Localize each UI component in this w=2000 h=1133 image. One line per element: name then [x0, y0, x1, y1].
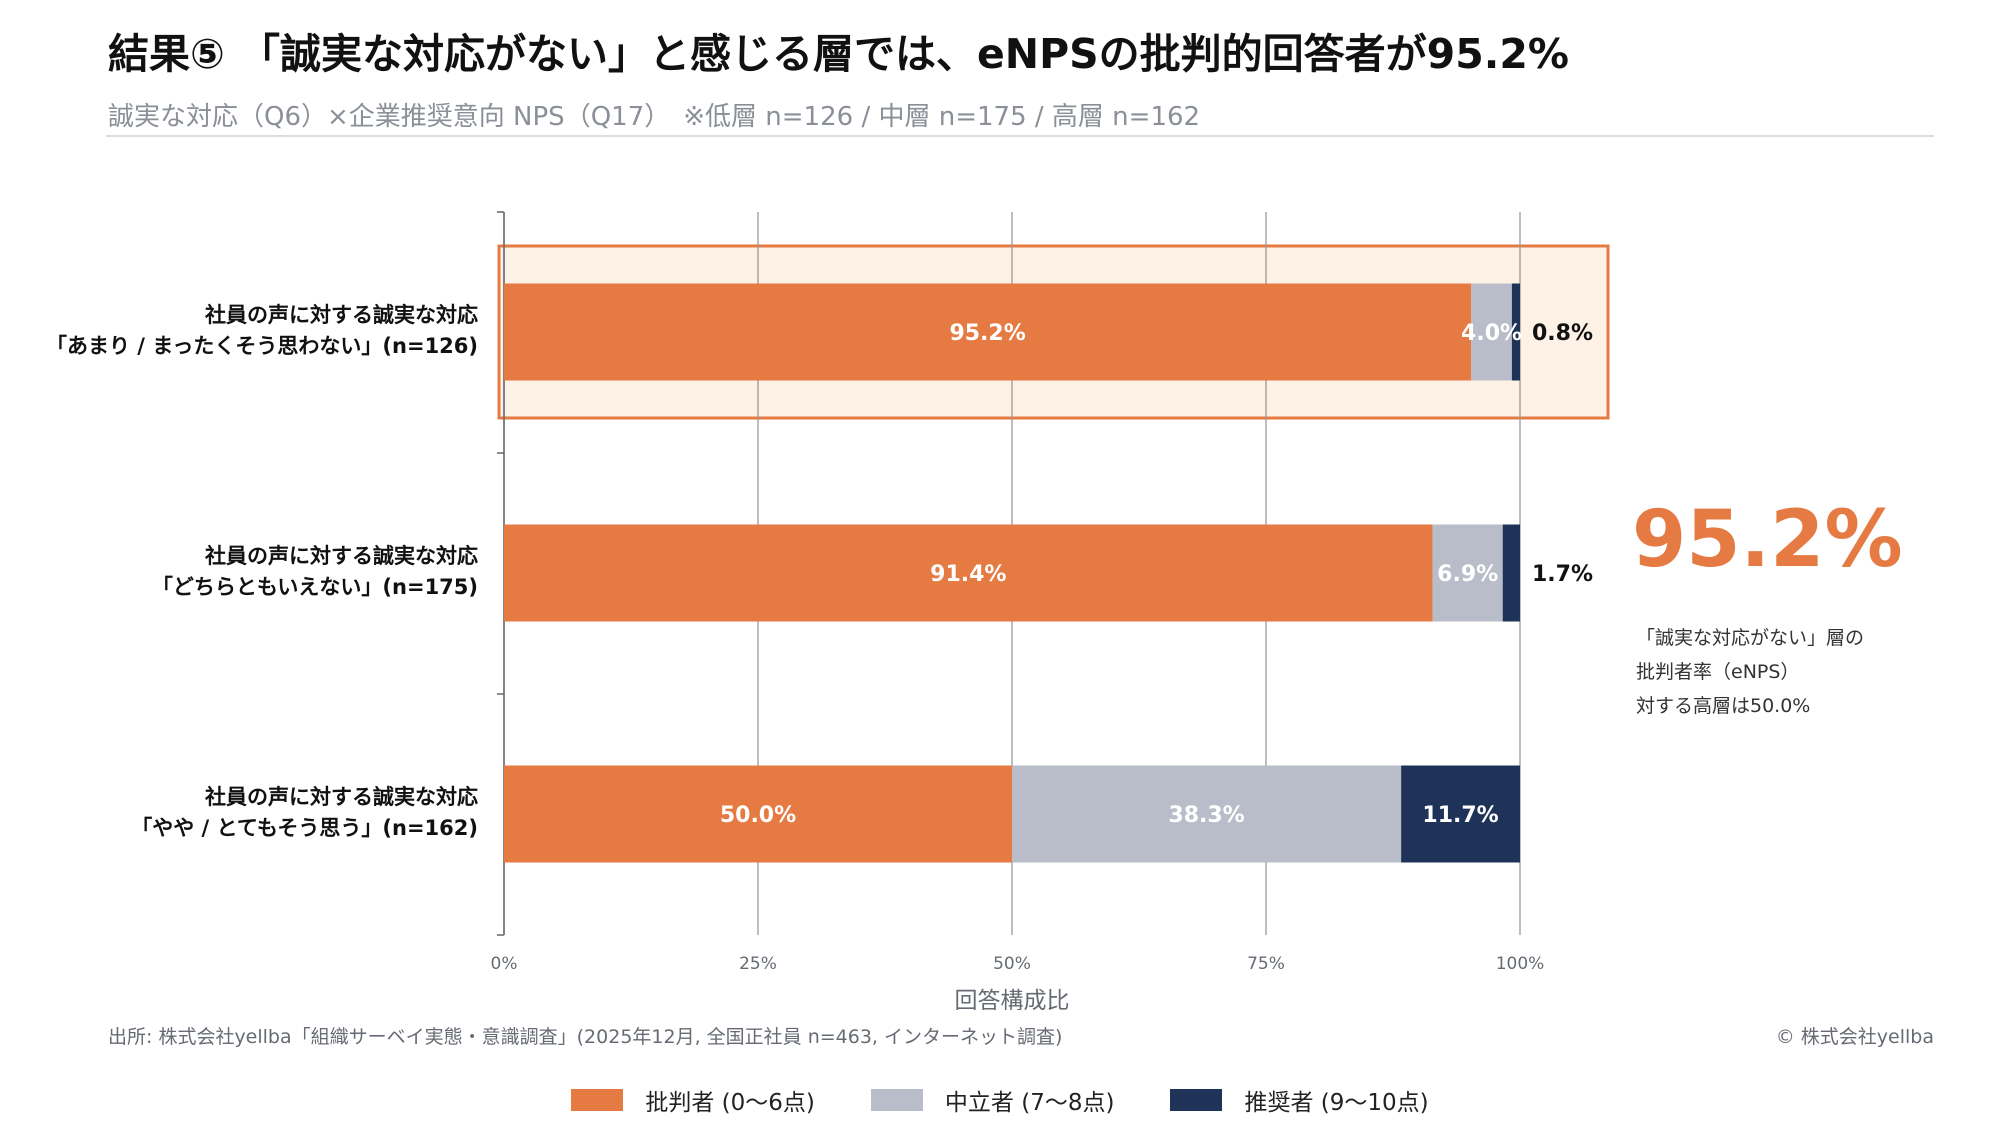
bar-segment-row2-s0: [504, 765, 1012, 863]
x-tick-label-50: 50%: [993, 954, 1031, 974]
callout-value: 95.2%: [1632, 495, 1903, 585]
data-label-row2-s0: 50.0%: [720, 803, 796, 828]
x-tick-label-25: 25%: [739, 954, 777, 974]
legend-label-neutral: 中立者 (7〜8点): [944, 1090, 1115, 1116]
category-label-1-line-1: 「どちらともいえない」(n=175): [152, 575, 478, 599]
legend-label-promoter: 推奨者 (9〜10点): [1244, 1090, 1429, 1116]
bar-segment-row1-s2: [1502, 524, 1520, 622]
callout-line-2: 批判者率（eNPS）: [1636, 661, 1800, 683]
data-label-row2-s2: 11.7%: [1422, 803, 1498, 828]
x-axis-title: 回答構成比: [955, 988, 1070, 1010]
category-label-0-line-1: 「あまり / まったくそう思わない」(n=126): [46, 334, 478, 358]
legend-item-critic: 批判者 (0〜6点): [571, 1083, 815, 1117]
x-tick-label-100: 100%: [1496, 954, 1545, 974]
legend-swatch-neutral: [870, 1089, 923, 1111]
title-divider: [106, 135, 1934, 137]
category-label-2-line-0: 社員の声に対する誠実な対応: [204, 785, 478, 809]
bar-segment-row2-s2: [1401, 765, 1520, 863]
data-label-row1-s0: 91.4%: [930, 562, 1006, 587]
bar-segment-row0-s1: [1471, 283, 1512, 381]
legend-swatch-promoter: [1170, 1089, 1223, 1111]
x-tick-label-0: 0%: [491, 954, 518, 974]
copyright-note: © 株式会社yellba: [1775, 1026, 1934, 1048]
callout-line-1: 「誠実な対応がない」層の: [1636, 627, 1865, 649]
category-label-2-line-1: 「やや / とてもそう思う」(n=162): [131, 816, 478, 840]
data-label-row1-s2: 1.7%: [1532, 562, 1593, 587]
data-label-row0-s1: 4.0%: [1461, 321, 1522, 346]
category-label-1-line-0: 社員の声に対する誠実な対応: [204, 544, 478, 568]
data-label-row0-s2: 0.8%: [1532, 321, 1593, 346]
callout-line-3: 対する高層は50.0%: [1636, 695, 1811, 717]
source-note: 出所: 株式会社yellba「組織サーベイ実態・意識調査」(2025年12月, …: [108, 1026, 1063, 1048]
bar-segment-row1-s1: [1432, 524, 1503, 622]
legend-swatch-critic: [571, 1089, 624, 1111]
data-label-row1-s1: 6.9%: [1437, 562, 1498, 587]
bar-segment-row1-s0: [504, 524, 1433, 622]
category-label-0-line-0: 社員の声に対する誠実な対応: [204, 303, 478, 327]
bar-segment-row0-s2: [1511, 283, 1520, 381]
bar-segment-row0-s0: [504, 283, 1472, 381]
x-tick-label-75: 75%: [1247, 954, 1285, 974]
chart-legend: 批判者 (0〜6点) 中立者 (7〜8点) 推奨者 (9〜10点): [0, 1083, 2000, 1117]
data-label-row2-s1: 38.3%: [1168, 803, 1244, 828]
data-label-row0-s0: 95.2%: [949, 321, 1025, 346]
page-title: 結果⑤ 「誠実な対応がない」と感じる層では、eNPSの批判的回答者が95.2%: [108, 30, 1569, 78]
legend-label-critic: 批判者 (0〜6点): [645, 1090, 815, 1116]
page-subtitle: 誠実な対応（Q6）×企業推奨意向 NPS（Q17） ※低層 n=126 / 中層…: [108, 102, 1201, 132]
legend-item-promoter: 推奨者 (9〜10点): [1170, 1083, 1429, 1117]
bar-segment-row2-s1: [1012, 765, 1402, 863]
legend-item-neutral: 中立者 (7〜8点): [870, 1083, 1115, 1117]
